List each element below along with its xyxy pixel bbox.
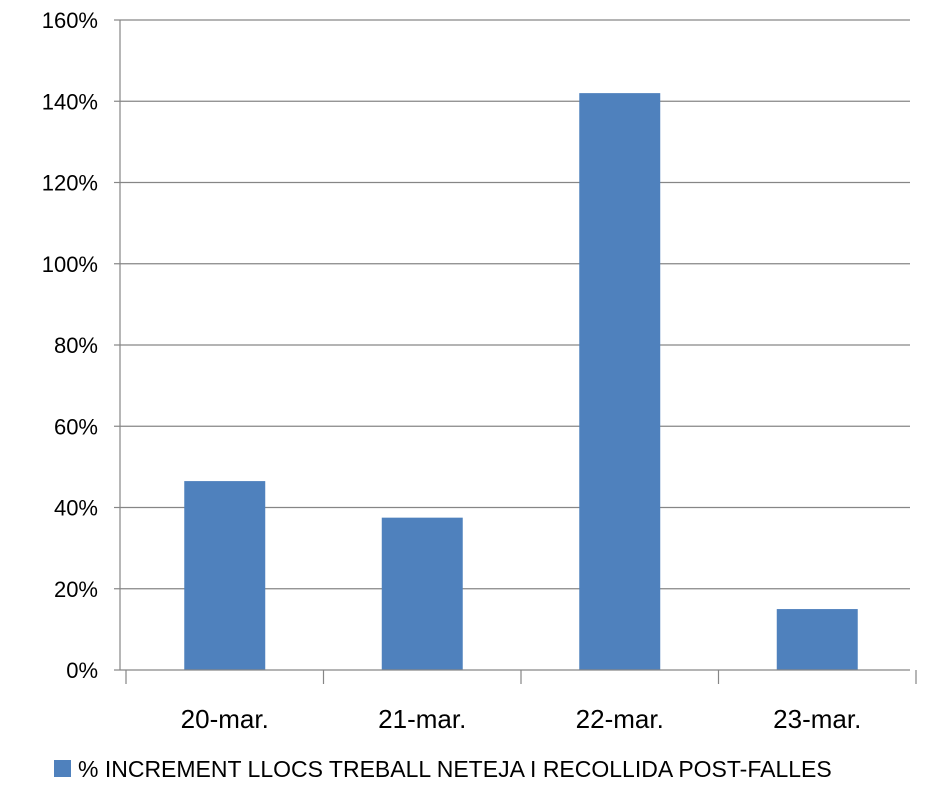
y-axis-tick-labels: 0% 20% 40% 60% 80% 100% 120% 140% 160% [42,8,98,683]
x-tick-label: 20-mar. [181,704,269,734]
bars [184,93,858,670]
bar-21-mar. [381,517,463,670]
x-tick-label: 21-mar. [378,704,466,734]
y-tick-label: 40% [54,496,98,521]
y-tick-label: 60% [54,414,98,439]
y-tick-label: 160% [42,8,98,33]
legend: % INCREMENT LLOCS TREBALL NETEJA I RECOL… [54,756,832,782]
bar-22-mar. [579,93,661,670]
y-tick-label: 140% [42,89,98,114]
y-tick-label: 100% [42,252,98,277]
bar-20-mar. [184,481,266,670]
bar-23-mar. [776,609,858,670]
y-tick-label: 80% [54,333,98,358]
y-tick-label: 20% [54,577,98,602]
x-tick-label: 22-mar. [576,704,664,734]
axes [114,19,917,684]
legend-label: % INCREMENT LLOCS TREBALL NETEJA I RECOL… [78,756,832,782]
y-tick-label: 0% [66,658,98,683]
x-tick-label: 23-mar. [773,704,861,734]
y-tick-label: 120% [42,171,98,196]
x-axis-tick-labels: 20-mar. 21-mar. 22-mar. 23-mar. [181,704,862,734]
legend-swatch [54,760,71,777]
